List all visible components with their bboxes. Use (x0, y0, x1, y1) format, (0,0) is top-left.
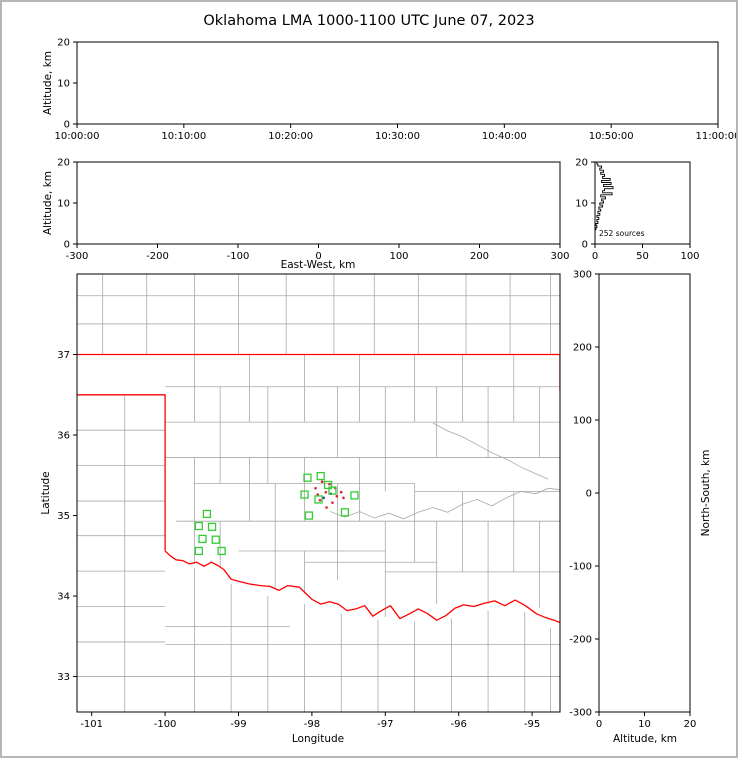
lightning-source-dot (324, 490, 328, 494)
x-tick-label: 0 (596, 719, 602, 730)
lightning-source-dot (339, 490, 343, 494)
x-tick-label: -100 (227, 251, 250, 262)
river-line (432, 422, 549, 480)
map-ylabel: Latitude (40, 471, 52, 515)
y-tick-label: 20 (575, 158, 588, 169)
lightning-source-dot (322, 496, 325, 500)
chart-title: Oklahoma LMA 1000-1100 UTC June 07, 2023 (203, 13, 535, 29)
y-tick-label: 20 (57, 38, 70, 49)
y-tick-label: 10 (57, 79, 70, 90)
lma-station-marker (350, 491, 359, 500)
x-tick-label: 200 (470, 251, 489, 262)
time-panel-ylabel: Altitude, km (42, 50, 54, 116)
x-tick-label: 300 (550, 251, 569, 262)
lightning-source-dot (325, 506, 328, 509)
y-tick-label: 0 (64, 240, 70, 251)
altitude-histogram (595, 162, 614, 244)
lma-station-marker (328, 486, 337, 495)
x-tick-label: 100 (680, 251, 699, 262)
y-tick-label: 100 (573, 416, 592, 427)
x-tick-label: 0 (315, 251, 321, 262)
y-tick-label: 10 (575, 199, 588, 210)
lightning-source-dot (320, 480, 324, 484)
x-tick-label: -99 (230, 719, 246, 730)
lightning-source-dot (318, 498, 322, 502)
y-tick-label: 0 (582, 240, 588, 251)
river-line (330, 487, 560, 520)
x-tick-label: 20 (684, 719, 697, 730)
lma-station-marker (207, 522, 217, 531)
y-tick-label: 34 (57, 592, 70, 603)
lma-station-marker (217, 546, 226, 556)
x-tick-label: 100 (389, 251, 408, 262)
y-tick-label: -100 (569, 562, 592, 573)
y-tick-label: 33 (57, 672, 70, 683)
y-tick-label: 20 (57, 158, 70, 169)
map-layers (77, 274, 560, 712)
lightning-source-dot (314, 486, 317, 490)
x-tick-label: -97 (377, 719, 393, 730)
x-tick-label: -96 (451, 719, 467, 730)
y-tick-label: 0 (64, 120, 70, 131)
map-panel[interactable] (76, 273, 561, 713)
x-tick-label: -100 (154, 719, 177, 730)
x-tick-label: 0 (592, 251, 598, 262)
x-tick-label: -300 (66, 251, 89, 262)
y-tick-label: 36 (57, 431, 70, 442)
lma-station-marker (211, 535, 220, 544)
x-tick-label: 10 (638, 719, 651, 730)
state-border (164, 550, 560, 624)
x-tick-label: 10:50:00 (589, 131, 634, 142)
histogram-panel[interactable] (594, 161, 691, 245)
y-tick-label: 37 (57, 350, 70, 361)
ns-height-panel[interactable] (598, 273, 691, 713)
lma-station-marker (300, 490, 309, 499)
lma-station-marker (202, 509, 212, 519)
map-xlabel: Longitude (291, 733, 345, 745)
x-tick-label: -200 (146, 251, 169, 262)
lightning-source-dot (331, 501, 334, 504)
ew-panel-xlabel: East-West, km (280, 259, 356, 271)
y-tick-label: 10 (57, 199, 70, 210)
y-tick-label: -200 (569, 635, 592, 646)
lma-station-marker (303, 473, 312, 482)
x-tick-label: 50 (636, 251, 649, 262)
y-tick-label: 200 (573, 343, 592, 354)
lma-station-marker (198, 534, 207, 544)
lma-station-marker (340, 508, 350, 517)
time-height-panel[interactable] (76, 41, 719, 125)
y-tick-label: 300 (573, 270, 592, 281)
state-border (77, 394, 166, 551)
ew-panel-ylabel: Altitude, km (42, 170, 54, 236)
lightning-source-dot (316, 493, 320, 496)
x-tick-label: 10:10:00 (161, 131, 206, 142)
lma-station-marker (323, 480, 333, 490)
lightning-source-dot (335, 494, 339, 498)
y-tick-label: -300 (569, 708, 592, 719)
ns-panel-xlabel: Altitude, km (612, 733, 678, 745)
x-tick-label: -101 (80, 719, 103, 730)
lma-station-marker (316, 471, 325, 481)
lma-station-marker (304, 511, 314, 520)
source-count-annotation: 252 sources (599, 229, 645, 238)
lma-station-marker (194, 546, 204, 556)
y-tick-label: 35 (57, 511, 70, 522)
ns-panel-ylabel: North-South, km (700, 449, 712, 537)
lma-station-marker (314, 495, 323, 504)
lightning-source-dot (328, 482, 331, 486)
lma-station-marker (194, 521, 204, 531)
x-tick-label: 10:40:00 (482, 131, 527, 142)
x-tick-label: 11:00:00 (696, 131, 738, 142)
lightning-source-dot (342, 496, 345, 500)
x-tick-label: -95 (524, 719, 540, 730)
x-tick-label: -98 (304, 719, 320, 730)
y-tick-label: 0 (586, 489, 592, 500)
x-tick-label: 10:30:00 (375, 131, 420, 142)
x-tick-label: 10:20:00 (268, 131, 313, 142)
ew-height-panel[interactable] (76, 161, 561, 245)
x-tick-label: 10:00:00 (55, 131, 100, 142)
